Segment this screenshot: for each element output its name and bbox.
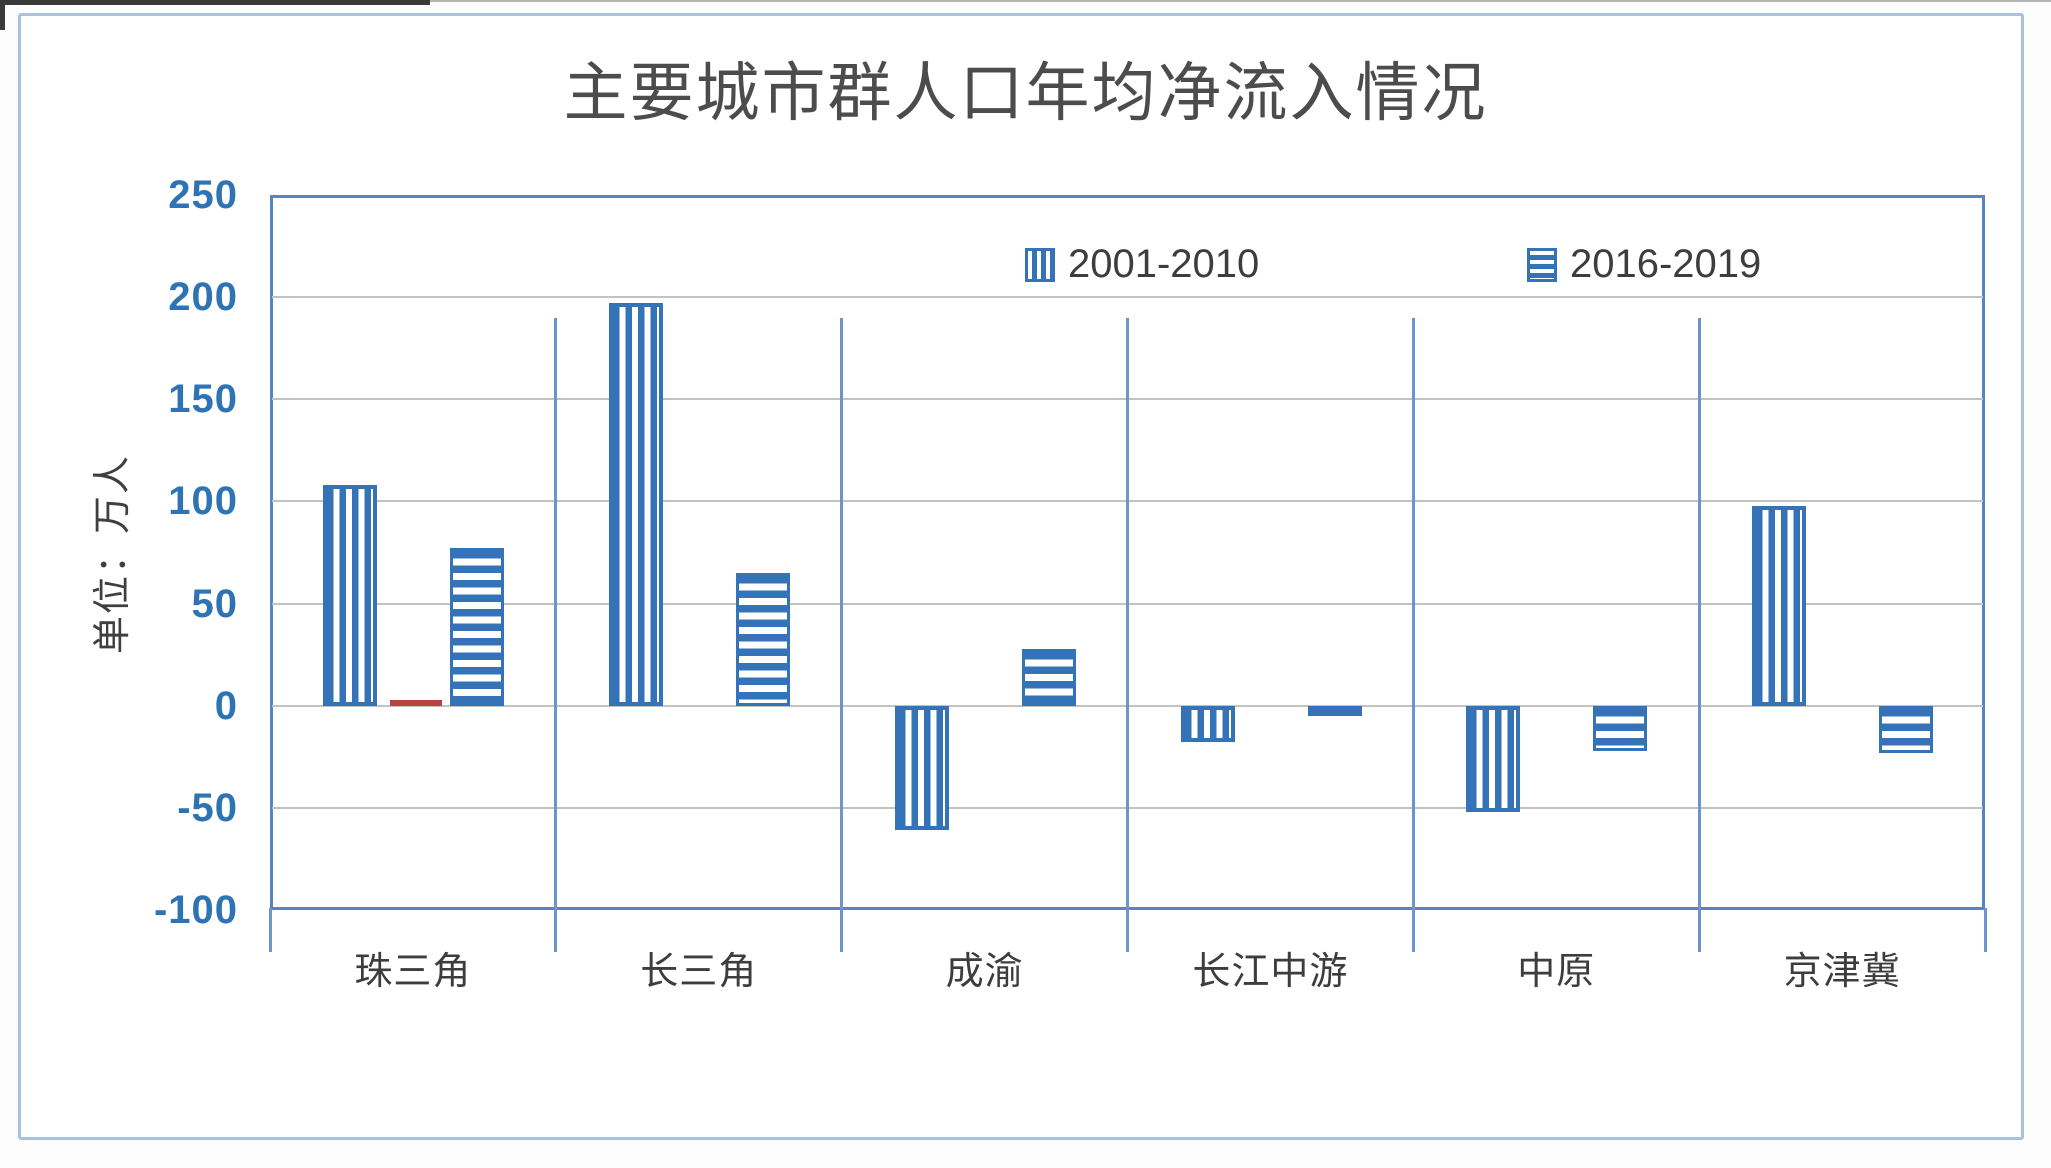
legend-swatch-horizontal-stripes-icon bbox=[1527, 247, 1557, 282]
axis-tick bbox=[268, 908, 272, 952]
y-tick-label-250: 250 bbox=[168, 173, 238, 217]
bar-珠三角-2001-2010 bbox=[323, 485, 377, 706]
bar-长江中游-2001-2010 bbox=[1180, 705, 1235, 743]
category-separator-line bbox=[554, 318, 558, 952]
screenshot-edge-artifact bbox=[0, 0, 5, 30]
y-tick-label--100: -100 bbox=[153, 888, 238, 932]
bar-中原-2001-2010 bbox=[1466, 705, 1521, 812]
x-category-label-京津冀: 京津冀 bbox=[1783, 951, 1901, 993]
x-category-label-长江中游: 长江中游 bbox=[1192, 951, 1349, 993]
category-separator-line bbox=[1126, 318, 1129, 952]
x-category-label-中原: 中原 bbox=[1517, 951, 1596, 993]
screenshot-edge-artifact bbox=[0, 0, 430, 5]
legend-label-2016-2019: 2016-2019 bbox=[1570, 242, 1762, 286]
chart-title: 主要城市群人口年均净流入情况 bbox=[563, 58, 1488, 129]
x-category-label-成渝: 成渝 bbox=[945, 951, 1024, 993]
bar-长三角-2001-2010 bbox=[608, 303, 663, 706]
axis-tick bbox=[1983, 908, 1987, 952]
gridline-200 bbox=[272, 296, 1983, 299]
y-tick-label-100: 100 bbox=[168, 479, 238, 524]
category-separator-line bbox=[1411, 318, 1415, 952]
bar-珠三角-red-series bbox=[390, 699, 442, 706]
bar-珠三角-2016-2019 bbox=[450, 548, 504, 706]
category-separator-line bbox=[1697, 318, 1701, 952]
y-axis-title: 单位：万人 bbox=[92, 454, 134, 655]
legend-swatch-vertical-stripes-icon bbox=[1025, 247, 1055, 282]
y-tick-label-200: 200 bbox=[168, 275, 238, 320]
bar-长江中游-2016-2019 bbox=[1307, 705, 1362, 716]
category-separator-line bbox=[840, 318, 844, 952]
y-tick-label-150: 150 bbox=[168, 377, 238, 422]
bar-京津冀-2016-2019 bbox=[1879, 705, 1934, 753]
y-tick-label--50: -50 bbox=[177, 785, 238, 830]
legend-item-2016-2019: 2016-2019 bbox=[1527, 242, 1761, 287]
bar-成渝-2001-2010 bbox=[894, 705, 949, 831]
screenshot-edge-artifact bbox=[430, 0, 2051, 2]
x-category-label-珠三角: 珠三角 bbox=[354, 951, 472, 993]
legend-item-2001-2010: 2001-2010 bbox=[1025, 242, 1259, 287]
legend-label-2001-2010: 2001-2010 bbox=[1068, 242, 1260, 286]
bar-中原-2016-2019 bbox=[1593, 705, 1648, 751]
y-tick-label-50: 50 bbox=[191, 581, 238, 626]
bar-成渝-2016-2019 bbox=[1021, 648, 1076, 706]
x-category-label-长三角: 长三角 bbox=[640, 951, 758, 993]
bar-长三角-2016-2019 bbox=[735, 572, 790, 706]
y-tick-label-0: 0 bbox=[214, 683, 238, 728]
bar-京津冀-2001-2010 bbox=[1752, 505, 1807, 706]
